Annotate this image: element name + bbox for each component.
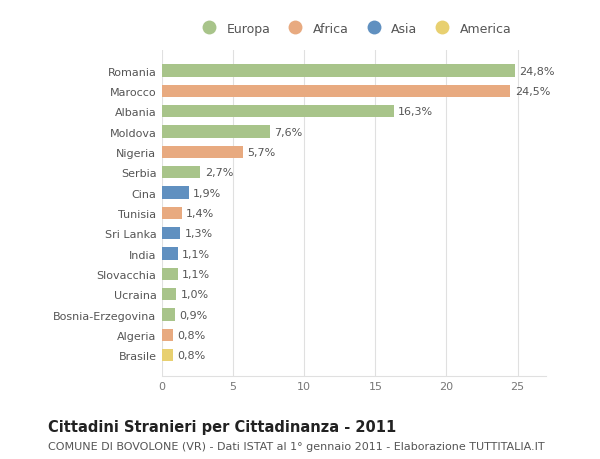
Bar: [162, 167, 200, 179]
Text: 24,8%: 24,8%: [519, 67, 554, 76]
Text: 1,4%: 1,4%: [186, 208, 214, 218]
Bar: [162, 248, 178, 260]
Legend: Europa, Africa, Asia, America: Europa, Africa, Asia, America: [191, 17, 517, 40]
Text: 0,8%: 0,8%: [178, 330, 206, 340]
Bar: [162, 228, 181, 240]
Bar: [162, 106, 394, 118]
Text: Cittadini Stranieri per Cittadinanza - 2011: Cittadini Stranieri per Cittadinanza - 2…: [48, 419, 396, 434]
Bar: [162, 268, 178, 280]
Bar: [162, 187, 189, 199]
Text: COMUNE DI BOVOLONE (VR) - Dati ISTAT al 1° gennaio 2011 - Elaborazione TUTTITALI: COMUNE DI BOVOLONE (VR) - Dati ISTAT al …: [48, 441, 545, 451]
Bar: [162, 126, 270, 138]
Text: 1,9%: 1,9%: [193, 188, 221, 198]
Text: 1,1%: 1,1%: [182, 249, 210, 259]
Bar: [162, 309, 175, 321]
Text: 1,1%: 1,1%: [182, 269, 210, 279]
Bar: [162, 65, 515, 78]
Bar: [162, 85, 511, 98]
Text: 7,6%: 7,6%: [274, 127, 302, 137]
Text: 0,8%: 0,8%: [178, 351, 206, 360]
Text: 0,9%: 0,9%: [179, 310, 208, 320]
Text: 1,3%: 1,3%: [185, 229, 213, 239]
Bar: [162, 349, 173, 362]
Text: 5,7%: 5,7%: [247, 148, 275, 157]
Text: 24,5%: 24,5%: [515, 87, 550, 97]
Text: 2,7%: 2,7%: [205, 168, 233, 178]
Bar: [162, 207, 182, 219]
Bar: [162, 329, 173, 341]
Bar: [162, 289, 176, 301]
Text: 1,0%: 1,0%: [181, 290, 209, 300]
Bar: [162, 146, 243, 159]
Text: 16,3%: 16,3%: [398, 107, 433, 117]
